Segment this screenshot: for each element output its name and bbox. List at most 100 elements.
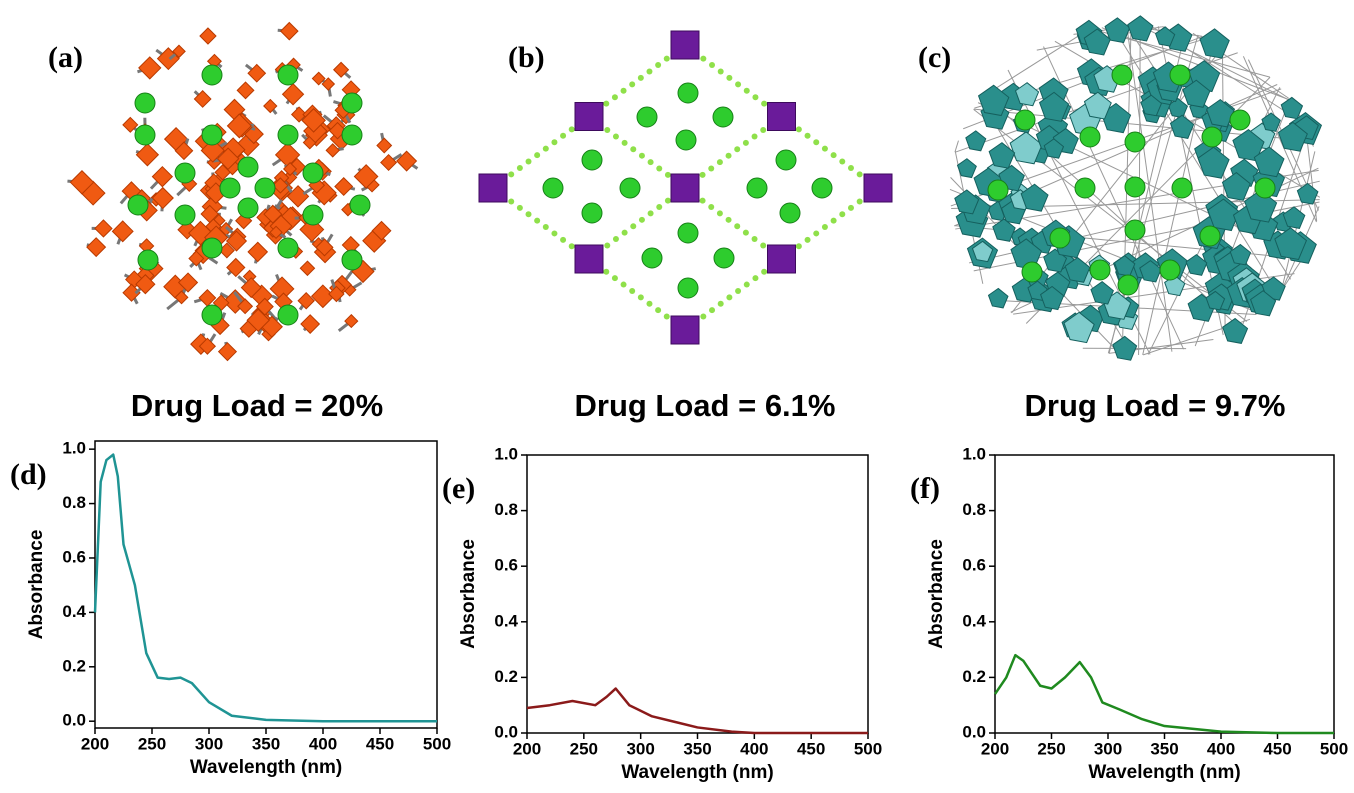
sphere <box>342 250 362 270</box>
cluster <box>281 22 298 39</box>
cluster <box>300 261 314 275</box>
panel-label: (d) <box>10 458 47 491</box>
x-tick-label: 400 <box>740 739 768 758</box>
sphere <box>1200 226 1220 246</box>
data-line <box>995 655 1334 733</box>
sphere <box>1255 178 1275 198</box>
linker-dot <box>656 204 662 210</box>
linker-dot <box>534 218 540 224</box>
linker-dot <box>700 314 706 320</box>
sphere <box>238 198 258 218</box>
sphere <box>620 178 640 198</box>
metal-node <box>479 174 507 202</box>
linker-dot <box>744 282 750 288</box>
panel-label: (c) <box>918 41 951 74</box>
sphere <box>1080 127 1100 147</box>
x-tick-label: 350 <box>1150 739 1178 758</box>
linker-dot <box>760 242 766 248</box>
cluster <box>112 221 133 242</box>
linker-dot <box>822 146 828 152</box>
linker-dot <box>752 236 758 242</box>
x-axis-title: Wavelength (nm) <box>1088 762 1240 783</box>
sphere <box>678 83 698 103</box>
linker-dot <box>700 172 706 178</box>
linker-dot <box>664 56 670 62</box>
sphere <box>582 150 602 170</box>
cluster <box>248 242 267 261</box>
linker-dot <box>761 101 767 107</box>
linker-dot <box>543 224 549 230</box>
linker-dot <box>612 275 618 281</box>
sphere <box>747 178 767 198</box>
sphere <box>582 203 602 223</box>
linker-dot <box>569 243 575 249</box>
plot-frame <box>95 441 437 728</box>
linker-dot <box>726 75 732 81</box>
linker-dot <box>839 211 845 217</box>
linker-dot <box>629 288 635 294</box>
linker-dot <box>604 127 610 133</box>
linker-dot <box>822 224 828 230</box>
metal-node <box>575 245 603 273</box>
panel-label: (e) <box>442 472 475 505</box>
data-line <box>527 689 868 733</box>
sphere <box>776 150 796 170</box>
sphere <box>220 178 240 198</box>
x-tick-label: 300 <box>1094 739 1122 758</box>
y-tick-label: 0.8 <box>62 493 86 512</box>
linker-dot <box>760 127 766 133</box>
linker-dot <box>665 172 671 178</box>
plot-frame <box>527 455 868 733</box>
sphere <box>678 278 698 298</box>
linker-dot <box>664 314 670 320</box>
linker-dot <box>708 204 714 210</box>
sphere <box>350 195 370 215</box>
x-axis-title: Wavelength (nm) <box>190 757 342 778</box>
cluster <box>283 84 304 105</box>
sphere <box>278 238 298 258</box>
linker-dot <box>629 81 635 87</box>
linker-dot <box>630 223 636 229</box>
x-tick-label: 500 <box>1320 739 1348 758</box>
cluster <box>87 238 106 257</box>
x-tick-label: 250 <box>1037 739 1065 758</box>
sphere <box>1015 110 1035 130</box>
linker-dot <box>648 210 654 216</box>
linker-dot <box>726 294 732 300</box>
linker-dot <box>796 243 802 249</box>
sphere <box>1125 177 1145 197</box>
cluster <box>237 82 254 99</box>
linker-dot <box>630 146 636 152</box>
linker-dot <box>718 301 724 307</box>
x-tick-label: 400 <box>1207 739 1235 758</box>
y-tick-label: 1.0 <box>62 439 86 458</box>
sphere <box>278 125 298 145</box>
sphere <box>1075 178 1095 198</box>
cluster <box>335 178 353 196</box>
x-tick-label: 500 <box>423 734 451 753</box>
sphere <box>128 195 148 215</box>
linker-dot <box>726 153 732 159</box>
x-tick-label: 400 <box>309 734 337 753</box>
linker-dot <box>796 126 802 132</box>
linker-dot <box>655 62 661 68</box>
sphere <box>202 238 222 258</box>
linker-dot <box>569 126 575 132</box>
y-tick-label: 0.4 <box>62 602 86 621</box>
y-tick-label: 1.0 <box>962 444 986 463</box>
cluster <box>200 28 216 44</box>
linker-dot <box>709 62 715 68</box>
linker-dot <box>831 218 837 224</box>
linker-dot <box>517 205 523 211</box>
y-axis-title: Absorbance <box>458 539 479 649</box>
sphere <box>175 205 195 225</box>
linker-dot <box>831 152 837 158</box>
linker-dot <box>726 217 732 223</box>
linker-dot <box>639 153 645 159</box>
data-line <box>95 455 437 722</box>
metal-node <box>671 31 699 59</box>
linker-dot <box>646 68 652 74</box>
sphere <box>1090 260 1110 280</box>
x-tick-label: 250 <box>570 739 598 758</box>
sphere <box>342 125 362 145</box>
